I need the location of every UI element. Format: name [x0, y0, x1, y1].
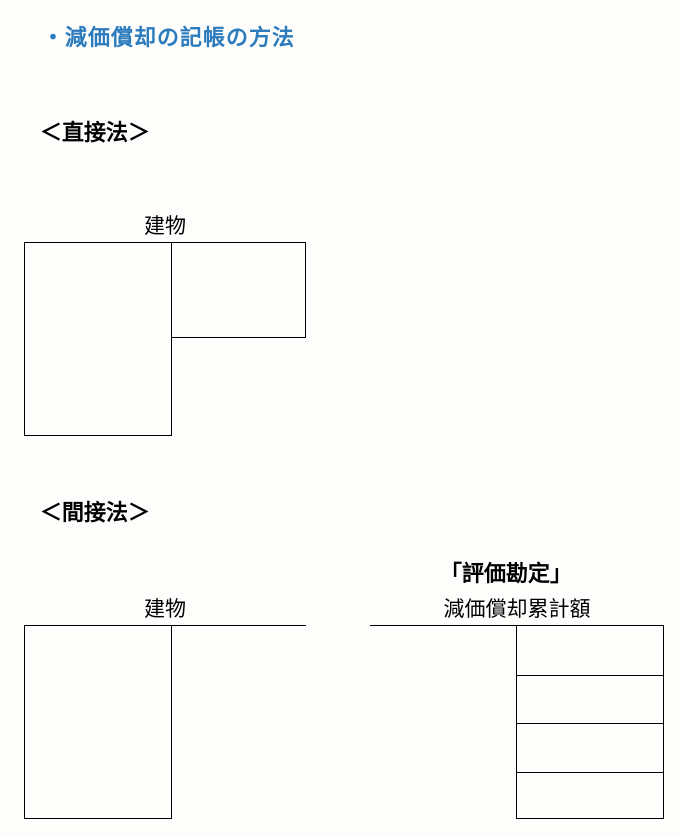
page: ・減価償却の記帳の方法 ＜直接法＞ 建物 ＜間接法＞ 「評価勘定」 建物 減価償…	[0, 0, 680, 836]
t-account-row-divider	[517, 772, 663, 773]
valuation-account-label: 「評価勘定」	[440, 556, 572, 588]
t-account-row-divider	[517, 675, 663, 676]
page-title: ・減価償却の記帳の方法	[42, 20, 295, 52]
t-account-right-box-direct	[171, 242, 306, 338]
t-account-left-box-indirect	[24, 625, 172, 819]
t-account-label-direct-building: 建物	[135, 210, 195, 240]
t-account-left-box-direct	[24, 242, 172, 436]
t-account-label-accumulated-depreciation: 減価償却累計額	[370, 593, 664, 623]
t-account-label-indirect-building: 建物	[135, 593, 195, 623]
section-heading-indirect: ＜間接法＞	[40, 495, 150, 527]
t-account-right-box-indirect	[516, 625, 664, 819]
section-heading-direct: ＜直接法＞	[40, 115, 150, 147]
t-account-row-divider	[517, 723, 663, 724]
